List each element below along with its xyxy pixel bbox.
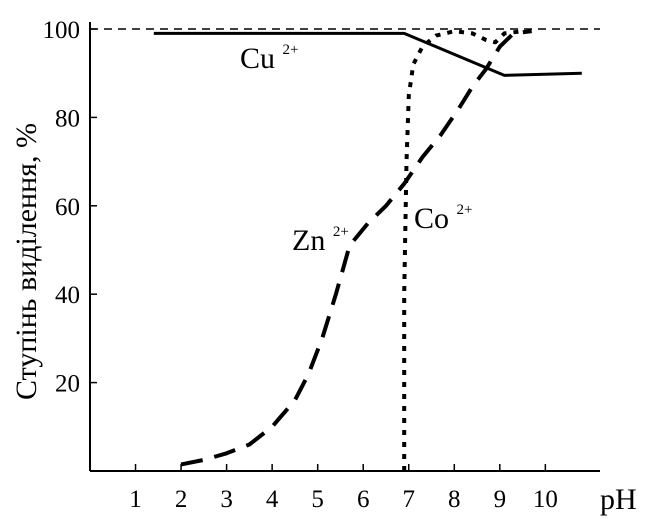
y-tick-label: 60 (55, 194, 80, 221)
y-axis-label: Ступінь виділення, % (10, 123, 43, 400)
y-tick-label: 20 (55, 371, 80, 398)
x-tick-label: 3 (220, 486, 233, 513)
tick-labels: 1 2 3 4 5 6 7 8 9 10 20 40 60 80 100 (43, 17, 558, 513)
zn-series-label: Zn 2+ (292, 224, 349, 257)
x-axis-label: pH (600, 483, 637, 516)
x-tick-label: 4 (266, 486, 279, 513)
cu-series-line (153, 31, 582, 77)
zn-series-line (180, 29, 532, 467)
axes (89, 22, 600, 472)
x-tick-label: 5 (311, 486, 324, 513)
co-series-line (402, 29, 523, 471)
x-tick-label: 7 (403, 486, 416, 513)
x-tick-label: 8 (448, 486, 461, 513)
x-tick-label: 1 (129, 486, 142, 513)
y-tick-label: 40 (55, 282, 80, 309)
co-series-label: Co 2+ (414, 202, 472, 235)
y-tick-label: 100 (43, 17, 81, 44)
x-tick-label: 10 (533, 486, 558, 513)
series-group (153, 29, 582, 471)
cu-series-label: Cu 2+ (240, 42, 298, 75)
y-tick-label: 80 (55, 105, 80, 132)
x-tick-label: 2 (175, 486, 188, 513)
x-tick-label: 9 (494, 486, 507, 513)
x-tick-label: 6 (357, 486, 370, 513)
